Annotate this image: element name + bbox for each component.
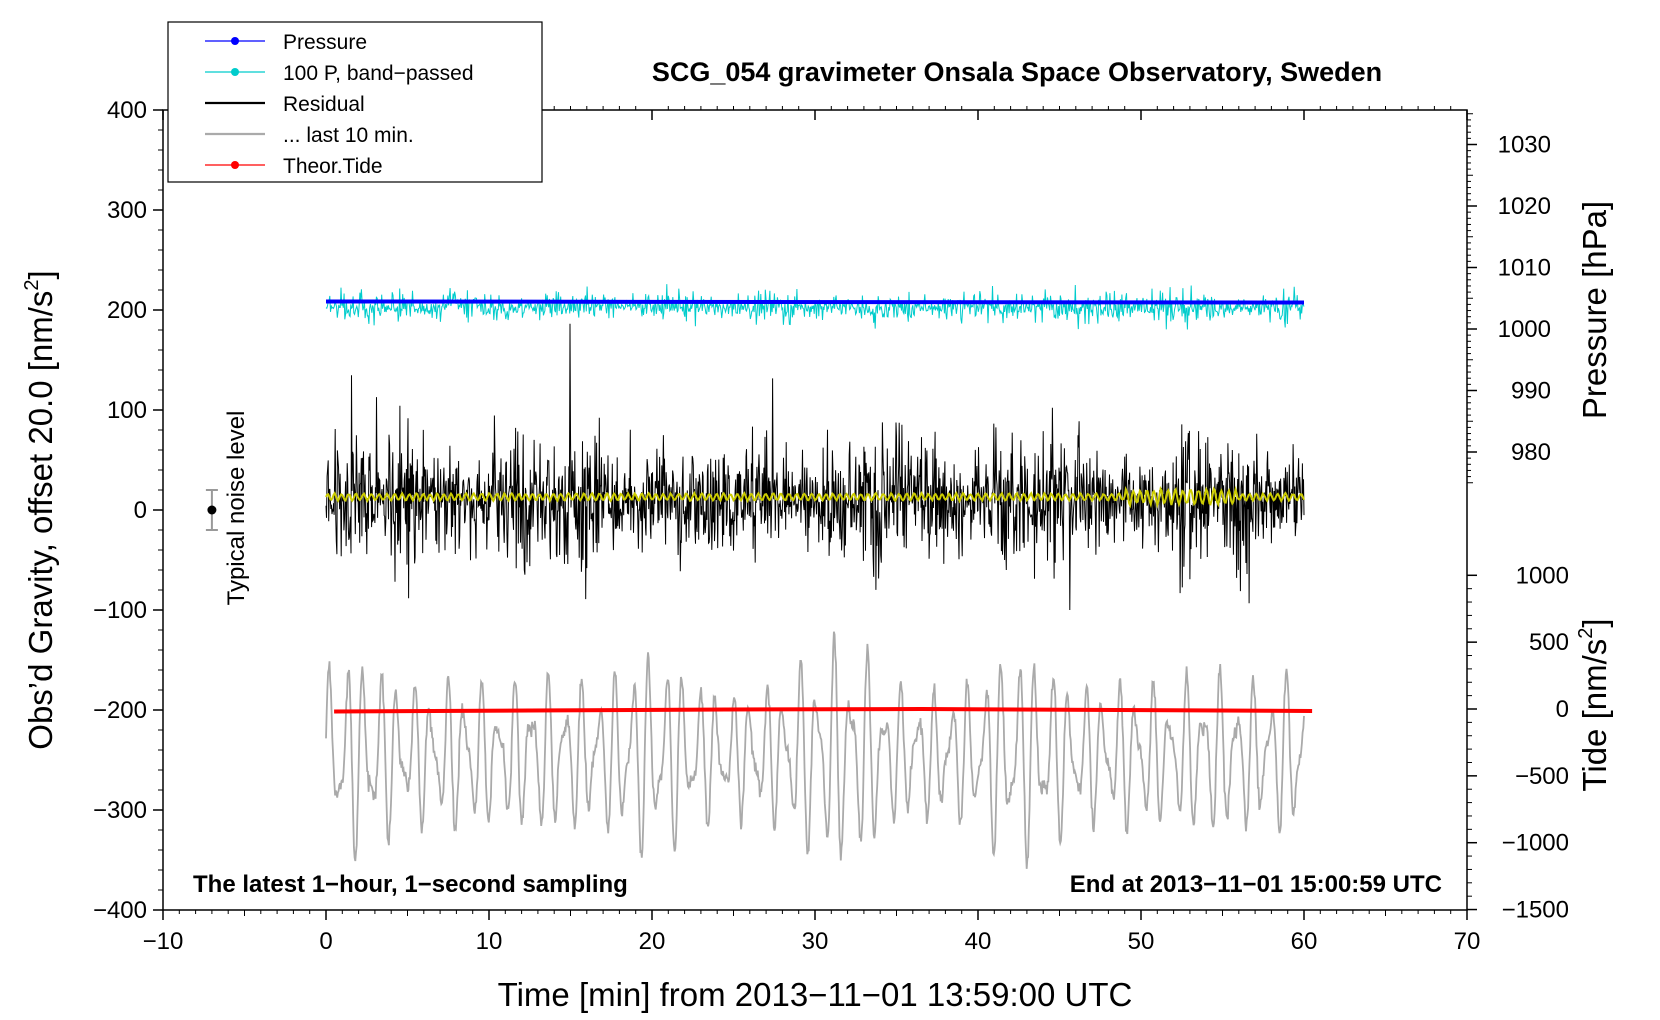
y-left-tick-label: 300 (107, 197, 147, 224)
y-right-tide-title: Tide [nm/s2] (1575, 618, 1613, 791)
series-residual-smoothed (325, 485, 1305, 509)
noise-level-label: Typical noise level (223, 411, 250, 606)
series-layer (325, 284, 1313, 869)
x-tick-label: 20 (639, 928, 666, 955)
tide-tick-label: −1500 (1502, 897, 1569, 924)
pressure-tick-label: 1030 (1498, 132, 1551, 159)
x-tick-label: 30 (802, 928, 829, 955)
pressure-tick-label: 990 (1511, 378, 1551, 405)
y-right-tide-title-end: ] (1576, 618, 1613, 627)
tide-tick-label: −1000 (1502, 830, 1569, 857)
y-left-tick-label: −200 (93, 697, 147, 724)
tide-tick-label: 500 (1529, 629, 1569, 656)
legend-label-theor-tide: Theor.Tide (283, 155, 383, 178)
legend-label-100-p-band-passed: 100 P, band−passed (283, 62, 474, 85)
x-axis-title: Time [min] from 2013−11−01 13:59:00 UTC (498, 976, 1133, 1013)
noise-point (207, 505, 217, 515)
series-pressure (325, 299, 1305, 305)
pressure-tick-label: 1020 (1498, 193, 1551, 220)
axis-layer: −10 0 10 20 30 40 50 60 704003002001000−100−200−… (93, 97, 1569, 955)
y-right-tide-title-main: Tide [nm/s (1576, 639, 1613, 792)
pressure-tick-label: 1000 (1498, 316, 1551, 343)
pressure-tick-label: 1010 (1498, 255, 1551, 282)
legend-label-last-10-min: ... last 10 min. (283, 124, 414, 147)
x-tick-label: 40 (965, 928, 992, 955)
noise-marker (205, 489, 218, 531)
y-left-tick-label: −300 (93, 797, 147, 824)
series-band-passed-pressure (325, 284, 1305, 330)
legend: Pressure 100 P, band−passed Residual ... la… (167, 21, 543, 183)
x-tick-label: −10 (143, 928, 184, 955)
legend-items: Pressure 100 P, band−passed Residual ... la… (205, 31, 474, 178)
y-right-tide-title-sup: 2 (1575, 628, 1597, 639)
y-left-axis-title: Obs’d Gravity, offset 20.0 [nm/s2] (21, 270, 59, 749)
y-left-tick-label: 100 (107, 397, 147, 424)
legend-marker-theor-tide (231, 161, 239, 169)
y-left-tick-label: 200 (107, 297, 147, 324)
series-theor-tide (334, 706, 1313, 714)
y-right-pressure-title: Pressure [hPa] (1576, 201, 1613, 419)
legend-label-pressure: Pressure (283, 31, 367, 54)
y-left-tick-label: 0 (134, 497, 147, 524)
legend-label-residual: Residual (283, 93, 365, 116)
y-left-tick-label: −400 (93, 897, 147, 924)
y-left-axis-title-main: Obs’d Gravity, offset 20.0 [nm/s (22, 291, 59, 750)
y-left-tick-label: −100 (93, 597, 147, 624)
tide-tick-label: −500 (1515, 763, 1569, 790)
series-residual (325, 323, 1305, 611)
x-tick-label: 10 (476, 928, 503, 955)
annotation-end-time: End at 2013−11−01 15:00:59 UTC (1070, 871, 1442, 898)
tide-tick-label: 0 (1556, 696, 1569, 723)
y-left-axis-title-sup: 2 (21, 279, 43, 290)
x-tick-label: 60 (1291, 928, 1318, 955)
pressure-tick-label: 980 (1511, 439, 1551, 466)
x-tick-label: 70 (1454, 928, 1481, 955)
x-tick-label: 50 (1128, 928, 1155, 955)
x-tick-label: 0 (319, 928, 332, 955)
legend-marker-pressure (231, 37, 239, 45)
annotation-latest-hour: The latest 1−hour, 1−second sampling (193, 871, 628, 898)
y-left-axis-title-end: ] (22, 270, 59, 279)
legend-marker-100-p-band-passed (231, 68, 239, 76)
chart-title: SCG_054 gravimeter Onsala Space Observat… (652, 57, 1382, 87)
y-left-tick-label: 400 (107, 97, 147, 124)
tide-tick-label: 1000 (1516, 562, 1569, 589)
series-last-10-min (325, 631, 1305, 869)
